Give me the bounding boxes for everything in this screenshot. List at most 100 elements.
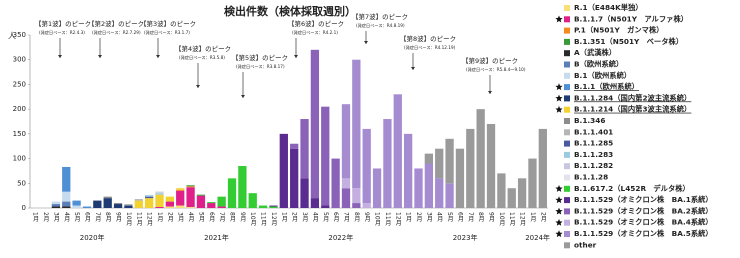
bar-segment: [341, 188, 351, 208]
bar-segment: [62, 206, 71, 208]
x-tick-label: 7月: [342, 212, 349, 223]
bar-segment: [486, 123, 496, 208]
annotation-arrowhead: [241, 95, 245, 98]
bar-segment: [290, 148, 299, 208]
bar-segment: [331, 158, 340, 208]
x-tick-label: 5月: [322, 212, 329, 223]
annotation-label: 【第8波】のピーク: [400, 34, 456, 43]
annotation-arrowhead: [196, 85, 200, 88]
legend-swatch: [564, 140, 570, 147]
legend-swatch: [564, 242, 570, 249]
bar-segment: [196, 194, 206, 196]
chart-title: 検出件数（検体採取週別）: [224, 4, 356, 18]
annotation-label: 【第7波】のピーク: [352, 12, 408, 21]
x-tick-label: 8月: [477, 212, 484, 223]
y-tick-label: 100: [13, 155, 26, 163]
x-tick-label: 10月: [125, 212, 132, 227]
bar-segment: [362, 203, 371, 208]
legend-swatch: [564, 72, 570, 79]
annotation-arrowhead: [364, 41, 368, 44]
y-tick-label: 200: [13, 105, 26, 113]
annotation-sub: (発症日ベース：R4.2.1): [292, 29, 338, 36]
x-tick-label: 1月: [405, 212, 412, 223]
year-label: 2022年: [328, 233, 353, 242]
bar-segment: [341, 104, 351, 179]
legend-label: B.1.346: [574, 116, 605, 125]
legend-label: B.1.1.285: [574, 139, 613, 148]
annotation-sub: (発症日ベース：R5.8.4～9.10): [466, 66, 526, 73]
x-tick-label: 10月: [498, 212, 505, 227]
bar-segment: [466, 128, 475, 208]
bar-segment: [186, 186, 195, 188]
legend-swatch: [564, 219, 570, 226]
bar-segment: [103, 198, 112, 208]
x-tick-label: 4月: [63, 212, 70, 223]
legend-label: B.1.1.282: [574, 161, 613, 170]
x-tick-label: 8月: [353, 212, 360, 223]
bar-segment: [155, 194, 164, 208]
x-tick-label: 10月: [374, 212, 381, 227]
legend-label: B.1.617.2（L452R デルタ株）: [574, 184, 690, 193]
x-tick-label: 5月: [73, 212, 80, 223]
x-tick-label: 8月: [104, 212, 111, 223]
x-tick-label: 2月: [166, 212, 173, 223]
legend-swatch: [564, 208, 570, 215]
x-tick-label: 12月: [146, 212, 153, 227]
legend-label: B.1.1（欧州系統）: [574, 82, 639, 91]
bar-segment: [186, 207, 195, 208]
bar-segment: [424, 153, 434, 164]
bar-segment: [124, 204, 133, 206]
bar-segment: [341, 178, 351, 189]
bar-segment: [279, 133, 288, 208]
annotation-sub: (発症日ベース：R4.8.19): [356, 22, 405, 29]
legend-star: [555, 94, 563, 102]
legend-swatch: [564, 50, 570, 57]
x-tick-label: 2月: [415, 212, 422, 223]
x-tick-label: 9月: [363, 212, 370, 223]
legend-label: B.1.1.28: [574, 173, 608, 182]
legend-swatch: [564, 38, 570, 45]
bar-segment: [269, 205, 278, 207]
x-tick-label: 7月: [218, 212, 225, 223]
x-tick-label: 2月: [291, 212, 298, 223]
bar-segment: [248, 193, 257, 208]
legend-swatch: [564, 95, 570, 102]
bar-segment: [144, 195, 154, 197]
x-tick-label: 5月: [446, 212, 453, 223]
legend-label: B.1.1.7（N501Y アルファ株）: [574, 14, 688, 23]
legend-label: B.1.1.529（オミクロン株 BA.1系統）: [574, 195, 713, 204]
bar-segment: [196, 195, 206, 208]
y-tick-label: 50: [17, 179, 26, 187]
annotation-label: 【第2波】のピーク: [88, 19, 144, 28]
x-tick-label: 6月: [208, 212, 215, 223]
bar-segment: [362, 128, 371, 204]
legend-label: B.1.1.284（国内第2波主流系統）: [574, 93, 691, 102]
bar-segment: [445, 138, 454, 184]
legend-swatch: [564, 84, 570, 91]
annotation-arrowhead: [156, 55, 160, 58]
bar-segment: [62, 201, 71, 207]
x-tick-label: 9月: [239, 212, 246, 223]
bar-segment: [352, 59, 361, 189]
annotation-arrowhead: [98, 55, 102, 58]
annotation-sub: (発症日ベース：R2.4.3): [39, 29, 85, 36]
annotation-sub: (発症日ベース：R3.5.8): [179, 54, 225, 61]
x-tick-label: 1月: [280, 212, 287, 223]
bar-segment: [383, 119, 392, 208]
bar-segment: [321, 106, 330, 206]
x-tick-label: 12月: [394, 212, 401, 227]
bar-segment: [103, 196, 112, 199]
bar-segment: [269, 206, 278, 208]
legend-label: R.1（E484K単独）: [574, 3, 643, 12]
legend-label: B.1.1.529（オミクロン株 BA.5系統）: [574, 229, 713, 238]
legend-label: other: [574, 240, 597, 249]
legend-label: B.1.351（N501Y ベータ株）: [574, 37, 683, 46]
x-tick-label: 4月: [436, 212, 443, 223]
bar-segment: [435, 178, 444, 208]
legend-star: [555, 15, 563, 23]
bar-segment: [497, 173, 506, 208]
x-tick-label: 2月: [539, 212, 546, 223]
annotation-arrowhead: [294, 55, 298, 58]
bar-segment: [403, 133, 413, 208]
bar-segment: [72, 200, 81, 206]
